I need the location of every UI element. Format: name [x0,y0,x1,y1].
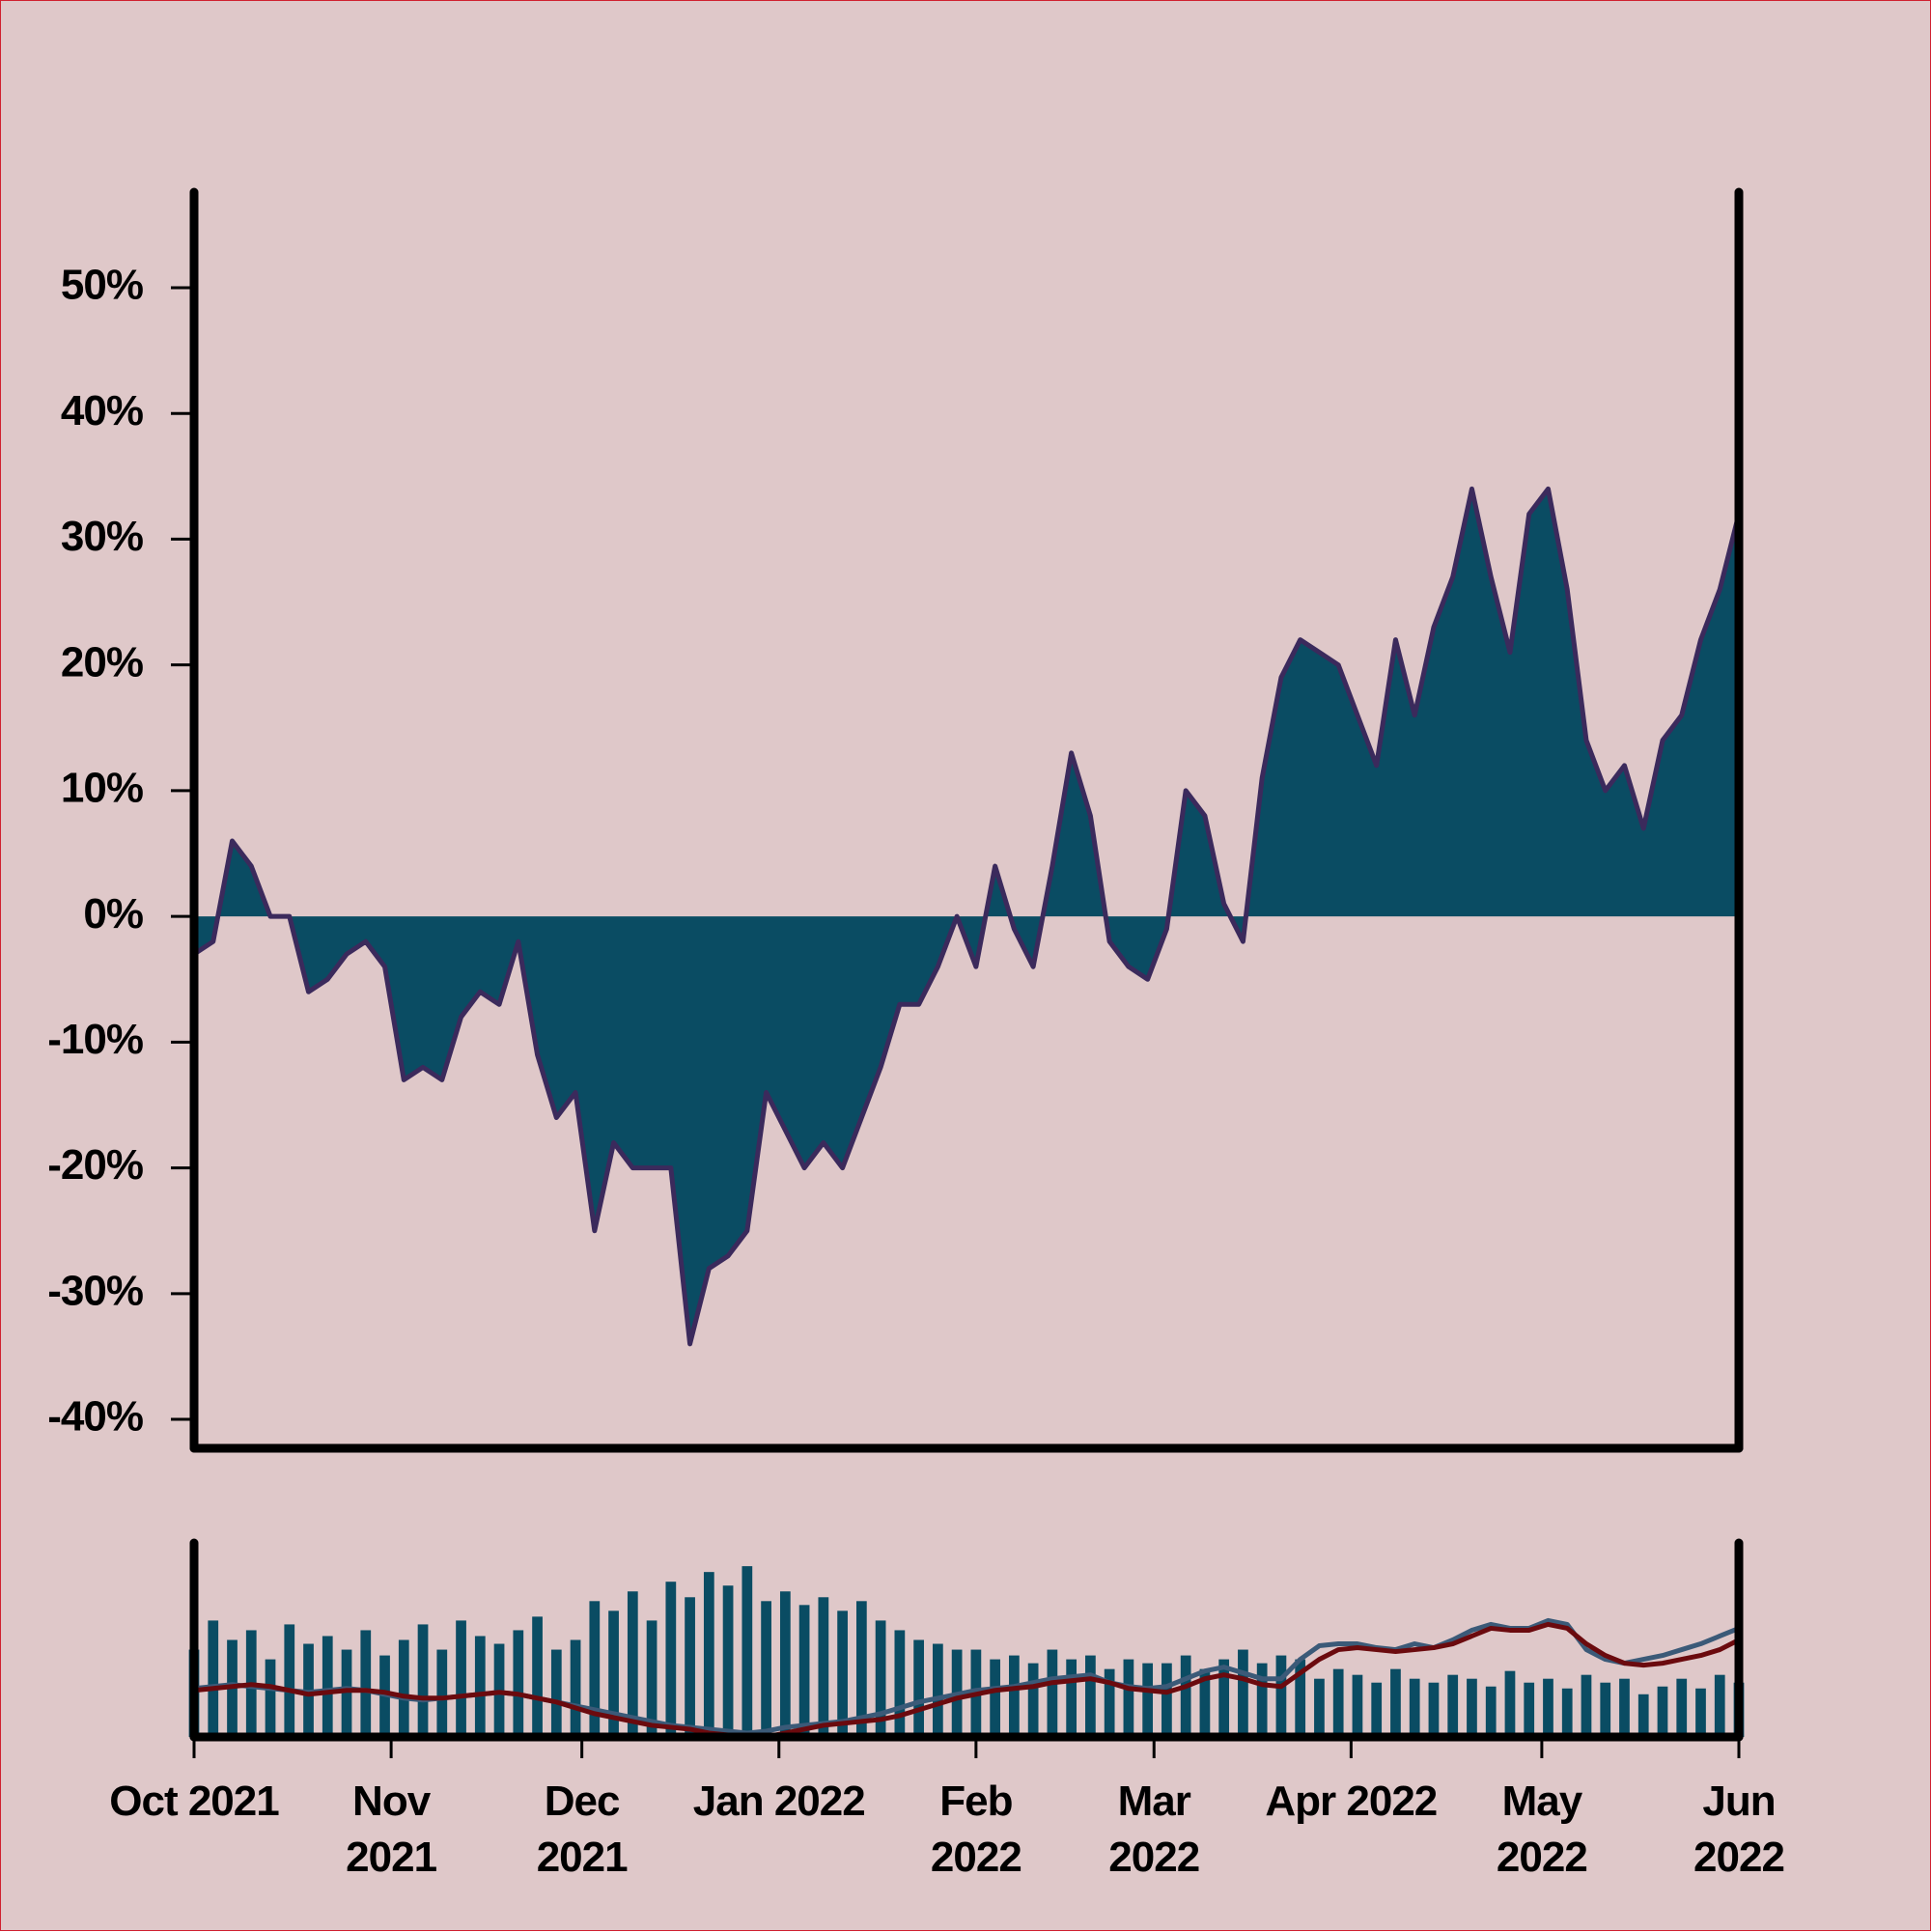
bar [265,1659,276,1737]
bar [818,1597,829,1737]
bar [1180,1655,1191,1737]
bar [798,1605,810,1737]
bar [1619,1678,1630,1737]
bar [990,1659,1000,1737]
bar [1199,1668,1211,1737]
bar [456,1620,466,1737]
bar [1256,1663,1268,1737]
bar [761,1601,771,1737]
x-tick-label: Feb 2022 [930,1778,1022,1881]
plot-0: -40% -30% -20% -10% 0% 10% 20% 30% 40% 50% [47,187,1744,1453]
x-tick-label: Jun 2022 [1693,1778,1785,1881]
bar [1009,1655,1020,1737]
bar [1467,1678,1477,1737]
y-tick-label: -10% [47,1016,143,1063]
y-tick-label: -40% [47,1393,143,1441]
bar [837,1610,848,1737]
bar [360,1630,372,1737]
bar [1390,1668,1401,1737]
bar [513,1630,524,1737]
bar [1543,1678,1553,1737]
bar [1332,1668,1344,1737]
x-tick-label: May 2022 [1496,1778,1588,1881]
bar [398,1639,409,1737]
bar [913,1639,924,1737]
bar [341,1649,352,1737]
bar [608,1610,619,1737]
x-tick-label: Apr 2022 [1265,1778,1438,1825]
line [193,1621,1741,1740]
bar [1238,1649,1248,1737]
bar [1409,1678,1420,1737]
plot-1 [188,1538,1745,1758]
bar [532,1616,543,1737]
bar [703,1572,714,1737]
area [194,489,1739,1344]
bar [589,1601,601,1737]
bar [550,1649,562,1737]
bar [1714,1674,1725,1737]
bar [1428,1682,1440,1737]
bar [779,1591,791,1737]
bar [1218,1659,1230,1737]
bar [1066,1659,1077,1737]
y-tick-label: 20% [61,638,143,686]
bar [1275,1655,1287,1737]
bar [1657,1686,1668,1737]
bar [1676,1678,1688,1737]
bar [646,1620,658,1737]
y-tick-label: 0% [83,890,143,938]
bar [1314,1678,1325,1737]
bar [1637,1694,1649,1737]
bar [417,1624,429,1737]
y-tick-label: 50% [61,262,143,309]
bar [322,1636,333,1737]
bar [627,1591,638,1737]
x-tick-label: Mar 2022 [1108,1778,1200,1881]
y-tick-label: 40% [61,387,143,434]
bar [933,1643,943,1737]
bar [284,1624,295,1737]
y-tick-label: 10% [61,765,143,812]
bar [1047,1649,1058,1737]
bar [894,1630,906,1737]
bar [1352,1674,1363,1737]
bar [1027,1663,1039,1737]
bar [1600,1682,1611,1737]
y-tick-label: 30% [61,513,143,560]
y-tick-label: -30% [47,1267,143,1314]
x-tick-label: Oct 2021 [109,1778,279,1825]
bar [1524,1682,1535,1737]
bar [1085,1655,1096,1737]
bar [208,1620,219,1737]
bar [1561,1688,1573,1737]
bar [1295,1659,1306,1737]
bar [685,1597,695,1737]
x-tick-label: Nov 2021 [346,1778,437,1881]
bar [722,1585,734,1737]
bar [1504,1670,1516,1737]
x-tick-label: Dec 2021 [536,1778,629,1881]
bar [1695,1688,1706,1737]
bar [474,1636,486,1737]
bar [1371,1682,1383,1737]
bar [855,1601,867,1737]
y-tick-label: -20% [47,1141,143,1189]
bar [1447,1674,1459,1737]
bar [742,1566,753,1737]
bar [1161,1663,1172,1737]
bar [436,1649,448,1737]
area-edge [192,486,1742,1347]
bar [570,1639,581,1737]
bar [875,1620,886,1737]
bar [1104,1668,1115,1737]
bar [1581,1674,1592,1737]
bar [1485,1686,1497,1737]
bar [665,1582,677,1737]
x-tick-label: Jan 2022 [692,1778,866,1825]
bar [1123,1659,1134,1737]
bar [1142,1663,1154,1737]
